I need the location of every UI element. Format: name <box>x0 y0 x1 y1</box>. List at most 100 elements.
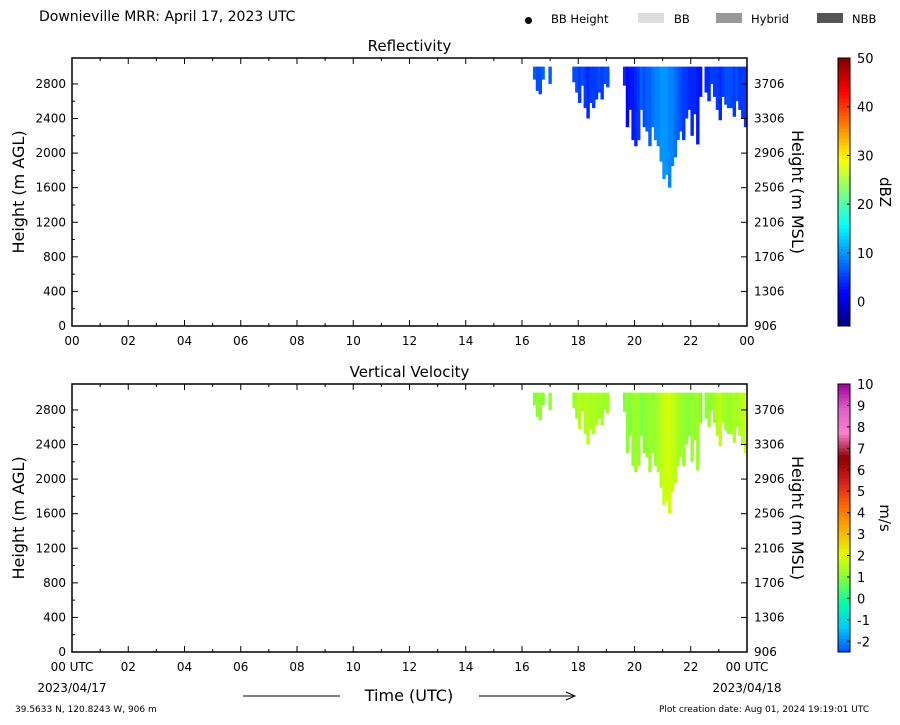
panel0-data-column-16 <box>603 66 607 84</box>
panel0-data-column-51 <box>718 66 722 121</box>
panel1-data-column-52 <box>721 392 725 423</box>
panel0-data-column-39 <box>682 66 686 141</box>
panel1-colorbar-tick-label-12: 10 <box>857 378 874 393</box>
legend-nbb-swatch <box>817 13 843 23</box>
panel0-data-column-27 <box>648 66 652 147</box>
panel0-colorbar-segment-58 <box>838 128 850 133</box>
panel0-data-column-56 <box>732 66 737 117</box>
panel1-data-column-9 <box>583 392 587 435</box>
legend-nbb-label: NBB <box>852 12 877 26</box>
panel1-colorbar-segment-12 <box>838 608 850 613</box>
panel0-colorbar-segment-34 <box>838 208 850 213</box>
panel0-colorbar-segment-30 <box>838 222 850 226</box>
panel0-colorbar-segment-14 <box>838 275 850 280</box>
panel1-colorbar-segment-15 <box>838 598 850 603</box>
panel1-data-column-28 <box>651 392 655 454</box>
panel0-xtick-label-4: 08 <box>289 334 304 348</box>
plot-creation-date: Plot creation date: Aug 01, 2024 19:19:0… <box>659 705 870 715</box>
panel1-colorbar-segment-52 <box>838 474 850 479</box>
panel1-colorbar-segment-36 <box>838 528 850 532</box>
panel0-data-column-0 <box>532 66 537 80</box>
panel1-data-column-7 <box>577 392 582 429</box>
panel1-y2tick-label-6: 3306 <box>754 438 785 452</box>
figure-title: Downieville MRR: April 17, 2023 UTC <box>39 9 296 25</box>
panel1-colorbar-segment-45 <box>838 497 850 502</box>
panel1-data-column-35 <box>670 392 675 493</box>
panel1-data-column-17 <box>606 392 610 414</box>
panel1-ytick-label-4: 1600 <box>35 507 66 521</box>
panel0-colorbar-segment-45 <box>838 171 850 176</box>
panel1-data-column-57 <box>735 392 739 428</box>
panel1-colorbar-segment-49 <box>838 484 850 489</box>
panel0-data-column-4 <box>548 66 552 84</box>
panel1-data-column-26 <box>645 392 649 458</box>
panel0-data-column-19 <box>625 66 630 128</box>
panel0-colorbar-segment-62 <box>838 114 850 119</box>
panel0-colorbar-segment-66 <box>838 101 850 106</box>
panel1-colorbar-segment-5 <box>838 631 850 636</box>
panel0-colorbar-segment-32 <box>838 215 850 220</box>
panel1-colorbar-tick-label-1: -1 <box>857 614 870 629</box>
panel0-ytick-label-5: 2000 <box>35 146 66 160</box>
panel0-colorbar-segment-13 <box>838 279 850 283</box>
panel1-data-column-8 <box>580 392 585 412</box>
panel1-colorbar-segment-66 <box>838 427 850 432</box>
panel0-y2tick-label-4: 2506 <box>754 181 785 195</box>
panel1-colorbar-segment-69 <box>838 417 850 422</box>
panel0-xtick-label-10: 20 <box>627 334 642 348</box>
panel0-colorbar-segment-72 <box>838 81 850 86</box>
panel0-data-column-48 <box>710 66 714 84</box>
panel0-colorbar-segment-71 <box>838 84 850 89</box>
panel0-data-column-11 <box>589 66 593 103</box>
panel1-colorbar-segment-20 <box>838 581 850 586</box>
panel1-colorbar-segment-4 <box>838 635 850 640</box>
panel1-data-column-19 <box>625 392 630 454</box>
panel0-colorbar-segment-67 <box>838 98 850 103</box>
panel0-colorbar-segment-2 <box>838 315 850 320</box>
panel0-colorbar-segment-65 <box>838 104 850 109</box>
panel1-colorbar-segment-28 <box>838 554 850 559</box>
panel1-data-column-46 <box>704 392 708 419</box>
panel1-data-column-34 <box>667 392 672 514</box>
panel0-data-column-45 <box>698 66 703 97</box>
panel0-colorbar-segment-43 <box>838 178 850 183</box>
panel0-ylabel: Height (m AGL) <box>9 130 28 253</box>
panel0-colorbar-segment-4 <box>838 309 850 314</box>
panel0-colorbar-segment-5 <box>838 305 850 310</box>
panel1-data-column-38 <box>679 392 683 458</box>
panel1-data-column-53 <box>724 392 728 431</box>
panel0-colorbar-segment-38 <box>838 195 850 200</box>
panel0-data-column-28 <box>651 66 655 128</box>
panel1-y2tick-label-7: 3706 <box>754 403 785 417</box>
panel1-data-column-2 <box>538 392 542 421</box>
panel0-y2label: Height (m MSL) <box>788 130 807 254</box>
panel0-colorbar-segment-27 <box>838 232 850 237</box>
panel0-colorbar-segment-28 <box>838 228 850 233</box>
panel1-data-column-29 <box>653 392 658 467</box>
panel1-colorbar-segment-39 <box>838 518 850 522</box>
panel0-data-column-34 <box>667 66 672 188</box>
panel0-colorbar-segment-20 <box>838 255 850 260</box>
panel0-xtick-label-9: 18 <box>571 334 586 348</box>
panel1-colorbar-tick-label-4: 2 <box>857 550 865 565</box>
panel0-colorbar-tick-label-1: 10 <box>857 247 874 262</box>
panel0-data-column-60 <box>743 66 748 128</box>
panel1-data-column-3 <box>541 392 545 406</box>
panel0-colorbar-segment-22 <box>838 248 850 253</box>
panel0-colorbar-segment-1 <box>838 319 850 324</box>
panel1-colorbar-tick-label-9: 7 <box>857 442 865 457</box>
panel1-colorbar-segment-21 <box>838 578 850 583</box>
panel1-ytick-label-5: 2000 <box>35 472 66 486</box>
panel1-data-column-48 <box>710 392 714 410</box>
panel0-data-column-20 <box>628 66 632 110</box>
panel0-data-column-23 <box>637 66 641 141</box>
panel0-colorbar-segment-23 <box>838 245 850 250</box>
panel1-data-column-18 <box>622 392 627 412</box>
panel0-data-column-31 <box>659 66 663 162</box>
panel0-title: Reflectivity <box>368 37 452 55</box>
panel1-data-column-15 <box>600 392 604 426</box>
panel0-data-column-10 <box>586 66 590 119</box>
panel1-colorbar-segment-31 <box>838 544 850 549</box>
bb-height-marker <box>525 17 532 24</box>
panel0-colorbar-segment-16 <box>838 269 850 273</box>
